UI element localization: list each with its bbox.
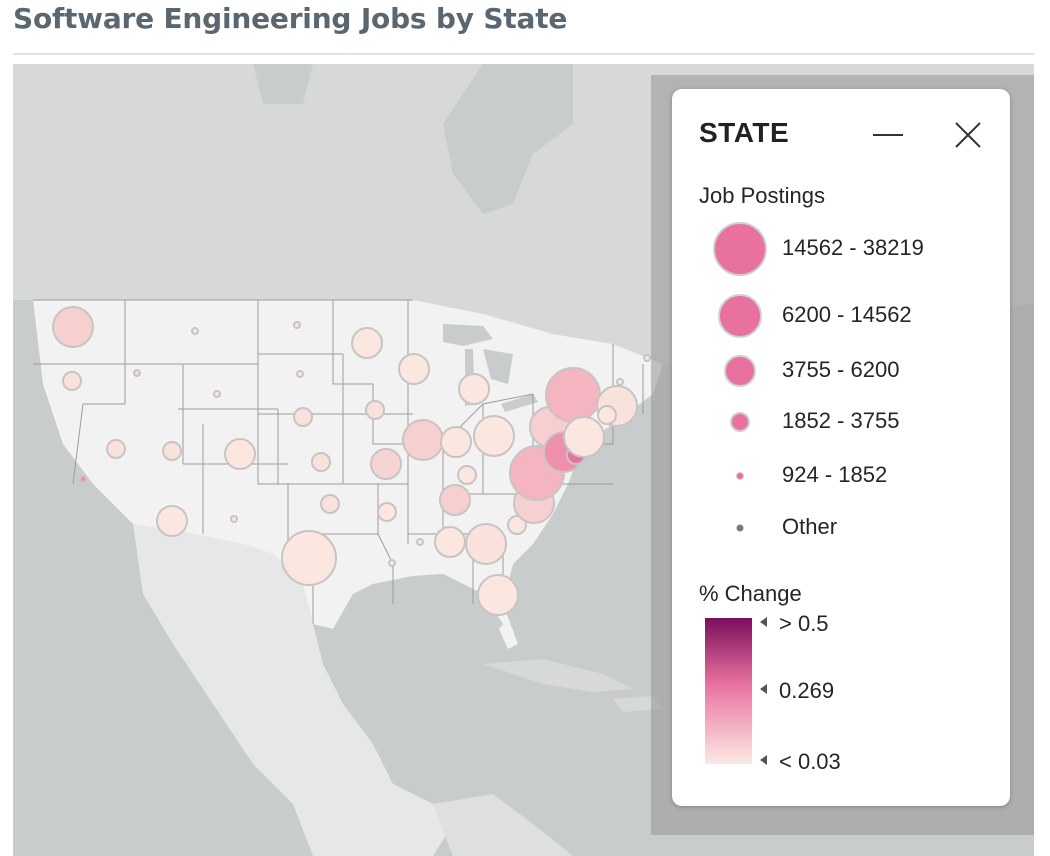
marker-ar[interactable] bbox=[377, 502, 397, 522]
legend-panel: STATE Job Postings 14562 - 38219 6200 - … bbox=[672, 89, 1010, 806]
marker-ne[interactable] bbox=[293, 407, 313, 427]
gradient-tick-high: > 0.5 bbox=[760, 611, 829, 637]
marker-az[interactable] bbox=[156, 505, 188, 537]
marker-fl[interactable] bbox=[477, 574, 519, 616]
page-title: Software Engineering Jobs by State bbox=[13, 2, 568, 35]
usa-land bbox=[33, 300, 663, 649]
marker-ok[interactable] bbox=[320, 494, 340, 514]
lake-huron bbox=[483, 349, 513, 384]
great-lakes bbox=[443, 324, 493, 346]
gulf-water bbox=[333, 574, 503, 694]
minimize-icon[interactable] bbox=[870, 117, 906, 153]
size-item-1: 14562 - 38219 bbox=[672, 222, 1010, 276]
marker-ms[interactable] bbox=[416, 538, 424, 546]
close-icon[interactable] bbox=[950, 117, 986, 153]
gradient-tick-low: < 0.03 bbox=[760, 749, 841, 775]
size-label: Other bbox=[782, 514, 838, 539]
title-divider bbox=[13, 53, 1034, 55]
size-swatch bbox=[712, 294, 768, 338]
marker-ma[interactable] bbox=[643, 354, 651, 362]
northern-water bbox=[253, 64, 313, 104]
marker-nm[interactable] bbox=[230, 515, 238, 523]
marker-la[interactable] bbox=[388, 559, 396, 567]
size-item-4: 1852 - 3755 bbox=[672, 402, 1010, 442]
size-label: 3755 - 6200 bbox=[782, 357, 900, 382]
marker-ct[interactable] bbox=[597, 405, 617, 425]
marker-layer bbox=[52, 306, 651, 616]
marker-or[interactable] bbox=[62, 371, 82, 391]
marker-in[interactable] bbox=[440, 426, 472, 458]
lake-erie bbox=[501, 394, 538, 412]
marker-ks[interactable] bbox=[311, 452, 331, 472]
size-label: 924 - 1852 bbox=[782, 462, 888, 487]
size-swatch bbox=[712, 456, 768, 496]
marker-tx[interactable] bbox=[281, 530, 337, 586]
hispaniola bbox=[613, 696, 663, 712]
size-label: 14562 - 38219 bbox=[782, 235, 924, 260]
marker-pa[interactable] bbox=[545, 367, 601, 423]
marker-wy[interactable] bbox=[213, 390, 221, 398]
gradient-tick-mid: 0.269 bbox=[760, 678, 834, 704]
marker-wi[interactable] bbox=[398, 353, 430, 385]
marker-mn[interactable] bbox=[351, 327, 383, 359]
marker-ky[interactable] bbox=[457, 465, 477, 485]
marker-mo[interactable] bbox=[370, 448, 402, 480]
cuba bbox=[483, 659, 633, 692]
marker-ga[interactable] bbox=[465, 523, 507, 565]
pointer-icon bbox=[760, 617, 767, 627]
marker-il[interactable] bbox=[402, 419, 444, 461]
size-swatch bbox=[712, 351, 768, 391]
marker-mi[interactable] bbox=[458, 373, 490, 405]
marker-ia[interactable] bbox=[365, 400, 385, 420]
mexico-land bbox=[133, 524, 453, 856]
marker-sc[interactable] bbox=[507, 515, 527, 535]
color-legend-title: % Change bbox=[699, 581, 802, 606]
marker-mt[interactable] bbox=[191, 327, 199, 335]
marker-id[interactable] bbox=[133, 369, 141, 377]
size-swatch bbox=[712, 402, 768, 442]
marker-al[interactable] bbox=[434, 526, 466, 558]
marker-co[interactable] bbox=[224, 438, 256, 470]
size-legend-title: Job Postings bbox=[699, 183, 825, 208]
size-swatch bbox=[712, 222, 768, 276]
marker-nv[interactable] bbox=[106, 439, 126, 459]
color-gradient-bar bbox=[705, 618, 752, 764]
pointer-icon bbox=[760, 684, 767, 694]
size-item-3: 3755 - 6200 bbox=[672, 351, 1010, 391]
marker-sd[interactable] bbox=[296, 370, 304, 378]
marker-tn[interactable] bbox=[439, 484, 471, 516]
size-item-5: 924 - 1852 bbox=[672, 456, 1010, 496]
central-america bbox=[433, 794, 573, 856]
marker-nd[interactable] bbox=[293, 321, 301, 329]
size-label: 6200 - 14562 bbox=[782, 302, 912, 327]
marker-oh[interactable] bbox=[473, 415, 515, 457]
marker-ut[interactable] bbox=[162, 441, 182, 461]
pointer-icon bbox=[760, 755, 767, 765]
legend-title: STATE bbox=[699, 117, 790, 148]
size-swatch bbox=[712, 508, 768, 548]
size-label: 1852 - 3755 bbox=[782, 408, 900, 433]
marker-nj[interactable] bbox=[563, 416, 605, 458]
size-item-2: 6200 - 14562 bbox=[672, 294, 1010, 338]
size-item-other: Other bbox=[672, 508, 1010, 548]
marker-ca[interactable] bbox=[79, 475, 87, 483]
marker-ri[interactable] bbox=[616, 378, 624, 386]
hudson-bay bbox=[443, 64, 573, 214]
marker-wa[interactable] bbox=[52, 306, 94, 348]
